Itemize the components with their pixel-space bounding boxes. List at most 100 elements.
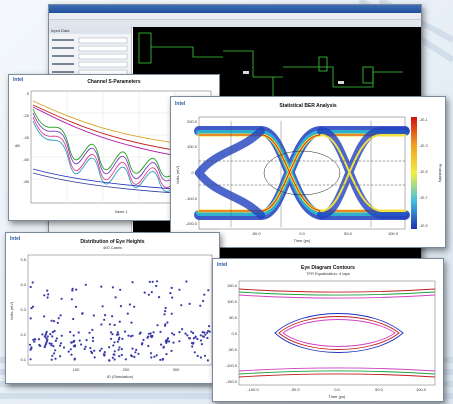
dist-point bbox=[46, 289, 49, 292]
dist-point bbox=[190, 330, 193, 333]
dist-point bbox=[75, 288, 78, 291]
dist-point bbox=[178, 331, 181, 334]
dist-point bbox=[149, 352, 153, 355]
dist-point bbox=[113, 358, 116, 361]
eye-ytick: -100.0 bbox=[226, 363, 238, 368]
dist-point bbox=[103, 351, 106, 354]
dist-point bbox=[117, 338, 120, 341]
ber-eye-heatmap[interactable]: 200.0 100.0 0.0 -100.0 -200.0 Volts (mV)… bbox=[171, 111, 445, 247]
dist-point bbox=[104, 314, 107, 317]
ber-colorbar-tick: -1E-9 bbox=[419, 224, 428, 228]
brand-logo: Intel bbox=[175, 101, 186, 107]
ber-colorbar-tick: -1E-7 bbox=[419, 196, 428, 200]
dist-point bbox=[207, 289, 210, 292]
dist-point bbox=[51, 335, 54, 338]
dist-point bbox=[160, 343, 163, 346]
dist-point bbox=[206, 331, 209, 334]
dist-point bbox=[115, 333, 118, 336]
eye-ytick: 100.0 bbox=[227, 299, 238, 304]
ber-ytick: 100.0 bbox=[187, 144, 198, 149]
dist-point bbox=[41, 333, 44, 336]
ber-chart-title: Statistical BER Analysis bbox=[279, 103, 337, 109]
main-left-panel-header: Input Data bbox=[49, 27, 131, 34]
dist-point bbox=[71, 341, 74, 344]
dist-point bbox=[143, 291, 146, 294]
eye-ytick: 150.0 bbox=[227, 283, 238, 288]
dist-point bbox=[113, 323, 116, 327]
dist-point bbox=[118, 346, 121, 349]
dist-point bbox=[101, 305, 104, 308]
dist-point bbox=[103, 318, 106, 321]
main-menubar[interactable] bbox=[49, 13, 421, 20]
dist-scatter-chart[interactable]: 0.5 0.4 0.3 0.2 0.1 Volts (mV) 100 200 3… bbox=[6, 251, 219, 383]
dist-point bbox=[186, 334, 189, 337]
dist-point bbox=[73, 357, 76, 360]
dist-point bbox=[100, 285, 103, 288]
dist-point bbox=[170, 349, 173, 352]
dist-point bbox=[47, 293, 50, 296]
dist-point bbox=[80, 343, 83, 346]
brand-logo: Intel bbox=[217, 262, 228, 268]
dist-chart-subtitle: 400 Cases bbox=[102, 245, 123, 250]
ber-xtick: 100.0 bbox=[388, 231, 399, 236]
dist-point bbox=[91, 336, 95, 339]
dist-point bbox=[152, 331, 155, 334]
dist-point bbox=[28, 343, 32, 346]
dist-point bbox=[91, 339, 95, 343]
eye-chart-subtitle: TFR Equalization: 4 taps bbox=[306, 271, 350, 276]
sparam-ytick: -20 bbox=[23, 113, 30, 118]
dist-point bbox=[163, 313, 166, 316]
dist-point bbox=[81, 312, 84, 315]
dist-point bbox=[39, 344, 42, 347]
ber-colorbar-tick: -1E-1 bbox=[419, 118, 428, 122]
dist-point bbox=[199, 334, 202, 337]
dist-point bbox=[84, 345, 87, 348]
dist-point bbox=[134, 351, 137, 354]
dist-point bbox=[208, 330, 211, 333]
dist-point bbox=[161, 357, 165, 360]
dist-point bbox=[112, 344, 115, 347]
dist-point bbox=[130, 355, 134, 358]
dist-point bbox=[100, 323, 103, 326]
dist-point bbox=[110, 337, 113, 340]
dist-point bbox=[203, 293, 206, 296]
dist-point bbox=[153, 355, 156, 358]
brand-logo: Intel bbox=[13, 77, 24, 83]
dist-point bbox=[84, 283, 87, 286]
dist-ylabel: Volts (mV) bbox=[9, 301, 14, 320]
dist-point bbox=[118, 336, 121, 339]
dist-point bbox=[159, 358, 162, 361]
dist-point bbox=[155, 354, 158, 357]
dist-point bbox=[50, 319, 53, 322]
dist-point bbox=[147, 332, 151, 335]
dist-point bbox=[112, 353, 115, 356]
dist-point bbox=[53, 352, 56, 355]
dist-point bbox=[150, 291, 153, 294]
dist-point bbox=[71, 287, 74, 290]
dist-point bbox=[59, 344, 62, 347]
dist-point bbox=[51, 331, 55, 334]
dist-point bbox=[46, 335, 49, 338]
dist-point bbox=[56, 321, 59, 324]
eye-chart-title: Eye Diagram Contours bbox=[301, 265, 355, 271]
eye-xtick: -50.0 bbox=[290, 387, 300, 392]
dist-point bbox=[72, 334, 75, 337]
ber-xlabel: Time (ps) bbox=[294, 238, 311, 243]
dist-point bbox=[110, 331, 113, 334]
dist-point bbox=[166, 321, 169, 324]
main-titlebar[interactable] bbox=[49, 5, 421, 13]
dist-point bbox=[111, 286, 114, 289]
ber-colorbar-tick: -1E-3 bbox=[419, 144, 428, 148]
eye-xtick: 0.0 bbox=[334, 387, 340, 392]
dist-point bbox=[70, 353, 73, 356]
eye-ytick: -150.0 bbox=[226, 379, 238, 384]
eye-contour-chart[interactable]: 150.0 100.0 50.0 0.0 -50.0 -100.0 -150.0… bbox=[213, 277, 443, 401]
dist-point bbox=[201, 331, 204, 334]
dist-point bbox=[184, 332, 187, 335]
dist-point bbox=[208, 325, 211, 328]
dist-point bbox=[123, 330, 127, 333]
dist-point bbox=[119, 288, 122, 291]
dist-point bbox=[170, 286, 173, 289]
dist-point bbox=[59, 314, 62, 317]
dist-point bbox=[50, 342, 53, 345]
